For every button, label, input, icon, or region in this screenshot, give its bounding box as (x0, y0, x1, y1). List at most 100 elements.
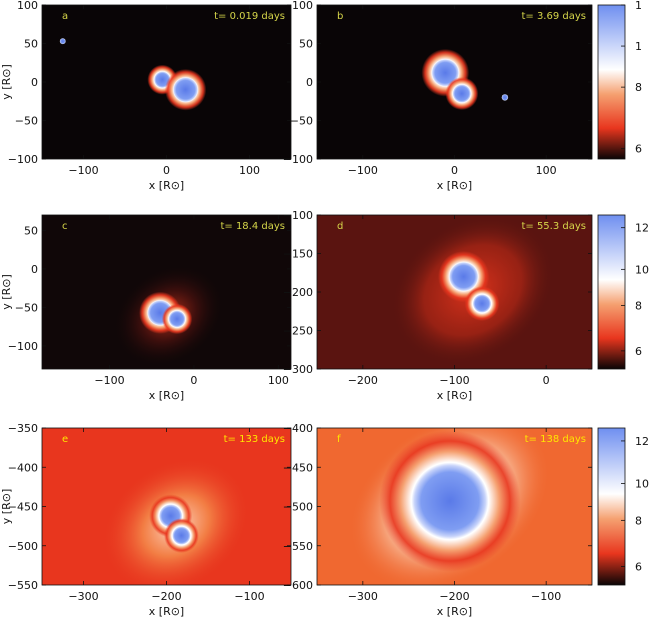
panel-b: b t= 3.69 days −100 0 100 −100 −50 0 50 100 x [R⊙] (283, 0, 593, 192)
panel-f-ytick-label: −400 (283, 422, 313, 435)
panel-d-ytick-label: −100 (283, 209, 313, 222)
panel-f-xtick-label: −200 (439, 590, 469, 603)
colorbar-2: 6 8 10 12 (597, 214, 649, 370)
panel-c-time: t= 18.4 days (220, 221, 285, 232)
panel-b-xtick-label: −100 (348, 164, 378, 177)
panel-d: d t= 55.3 days −200 −100 0 −300 −250 −200 −150 −1… (283, 209, 593, 402)
colorbar-3-ramp (597, 427, 626, 586)
colorbar-2-tick-label: 12 (635, 222, 649, 235)
panel-f-ytick-label: −500 (283, 501, 313, 514)
panel-a-ylabel: y [R⊙] (0, 64, 13, 99)
panel-c-xtick-label: −100 (94, 374, 124, 387)
panel-e-ytick-label: −550 (8, 579, 38, 592)
panel-e-ylabel: y [R⊙] (0, 489, 13, 524)
panel-e-ytick-label: −450 (8, 501, 38, 514)
panel-a-star-1 (173, 77, 199, 103)
panel-c-ytick-label: −50 (15, 301, 38, 314)
panel-d-star-0 (449, 261, 479, 292)
panel-f: f t= 138 days −300 −200 −100 −600 −550 −500 −450… (283, 422, 593, 618)
panel-d-label: d (337, 221, 343, 232)
colorbar-3-tick-label: 6 (635, 561, 642, 574)
panel-e-time: t= 133 days (224, 434, 285, 445)
panel-d-star-1 (472, 294, 492, 313)
panel-f-xlabel: x [R⊙] (437, 605, 472, 618)
panel-c-star-1 (168, 310, 186, 328)
panel-d-ytick-label: −250 (283, 325, 313, 338)
panel-f-star-0 (411, 462, 489, 540)
colorbar-2-tick-label: 8 (635, 300, 642, 313)
panel-b-star-2 (501, 94, 509, 101)
panel-c-xtick-label: 100 (268, 374, 289, 387)
panel-f-ytick-label: −550 (283, 540, 313, 553)
colorbar-3: 6 8 10 12 (597, 427, 649, 586)
panel-b-xtick-label: 100 (536, 164, 557, 177)
colorbar-2-ramp (597, 214, 626, 370)
panel-f-xtick-label: −100 (531, 590, 561, 603)
panel-d-xtick-label: −100 (439, 374, 469, 387)
panel-d-xtick-label: 0 (543, 374, 550, 387)
panel-e-xtick-label: −100 (234, 590, 264, 603)
panel-d-time: t= 55.3 days (521, 221, 586, 232)
panel-e-star-1 (172, 526, 191, 545)
panel-f-xtick-label: −300 (348, 590, 378, 603)
panel-c-xtick-label: 0 (190, 374, 197, 387)
colorbar-3-tick-label: 10 (635, 477, 649, 490)
colorbar-3-tick-label: 12 (635, 435, 649, 448)
panel-e-xlabel: x [R⊙] (149, 605, 184, 618)
panel-a-xtick-label: 0 (163, 164, 170, 177)
panel-e: e t= 133 days −300 −200 −100 −550 −500 −450 −400… (0, 422, 292, 618)
panel-d-xtick-label: −200 (348, 374, 378, 387)
panel-b-time: t= 3.69 days (521, 11, 586, 22)
panel-d-ytick-label: −200 (283, 286, 313, 299)
panel-e-ytick-label: −500 (8, 540, 38, 553)
panel-a-xtick-label: −100 (68, 164, 98, 177)
panel-c-xlabel: x [R⊙] (149, 389, 184, 402)
colorbar-1-tick-label: 1 (635, 40, 642, 53)
panel-f-label: f (337, 434, 341, 445)
panel-c: c t= 18.4 days −100 0 100 −100 −50 0 50 x [R⊙] y [… (0, 214, 292, 402)
panel-b-xtick-label: 0 (451, 164, 458, 177)
panel-a-xlabel: x [R⊙] (149, 179, 184, 192)
panel-b-ytick-label: 100 (292, 0, 313, 12)
panel-e-label: e (62, 434, 68, 445)
panel-a-time: t= 0.019 days (214, 11, 285, 22)
panel-b-star-0 (431, 59, 460, 87)
colorbar-1-ramp (597, 4, 626, 160)
panel-f-ytick-label: −600 (283, 579, 313, 592)
panel-a-xtick-label: 100 (239, 164, 260, 177)
panel-b-label: b (337, 11, 343, 22)
panel-c-label: c (62, 221, 68, 232)
colorbar-1: 6 8 1 1 (597, 0, 642, 160)
panel-f-time: t= 138 days (525, 434, 586, 445)
panel-b-ytick-label: −100 (283, 153, 313, 166)
panel-a-ytick-label: 100 (17, 0, 38, 12)
panel-a-ytick-label: −50 (15, 115, 38, 128)
panel-a-ytick-label: 0 (31, 76, 38, 89)
panel-a-label: a (62, 11, 68, 22)
colorbar-2-tick-label: 6 (635, 345, 642, 358)
panel-d-xlabel: x [R⊙] (437, 389, 472, 402)
panel-a: a t= 0.019 days −100 0 100 −100 −50 0 50 100 x [R⊙… (0, 0, 292, 192)
colorbar-1-tick-label: 6 (635, 143, 642, 156)
panel-c-ytick-label: 0 (31, 263, 38, 276)
panel-d-ytick-label: −300 (283, 363, 313, 376)
colorbar-2-tick-label: 10 (635, 263, 649, 276)
panel-b-ytick-label: −50 (290, 115, 313, 128)
panel-c-ytick-label: −100 (8, 340, 38, 353)
panel-e-ytick-label: −350 (8, 422, 38, 435)
panel-b-star-1 (452, 84, 472, 103)
panel-d-ytick-label: −150 (283, 248, 313, 261)
panel-b-xlabel: x [R⊙] (437, 179, 472, 192)
panel-b-ytick-label: 0 (306, 76, 313, 89)
panel-e-xtick-label: −300 (68, 590, 98, 603)
panel-e-xtick-label: −200 (151, 590, 181, 603)
panel-a-ytick-label: −100 (8, 153, 38, 166)
panel-b-ytick-label: 50 (299, 38, 313, 51)
panel-a-ytick-label: 50 (24, 38, 38, 51)
colorbar-3-tick-label: 8 (635, 514, 642, 527)
panel-c-ylabel: y [R⊙] (0, 274, 13, 309)
panel-f-ytick-label: −450 (283, 461, 313, 474)
panel-a-star-2 (59, 38, 66, 45)
colorbar-1-tick-label: 8 (635, 81, 642, 94)
